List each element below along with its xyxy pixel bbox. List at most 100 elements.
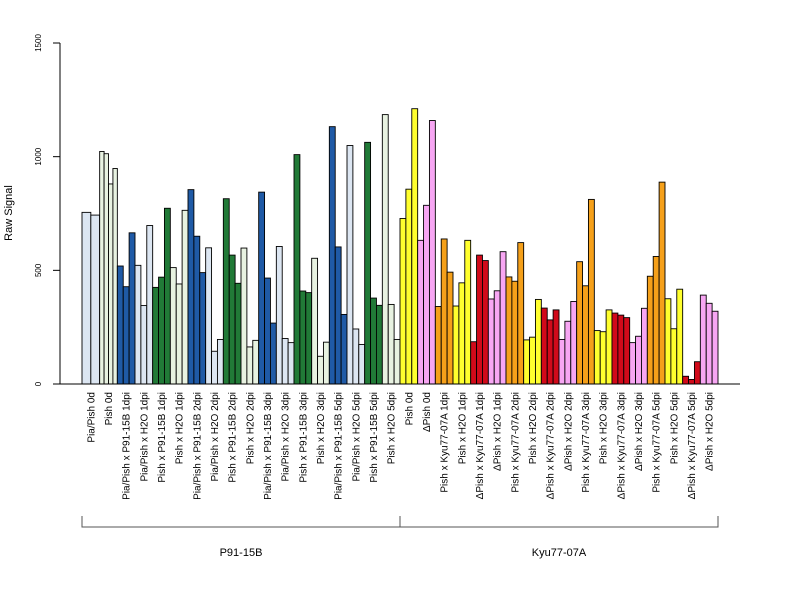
y-axis-label: Raw Signal [3,185,15,241]
x-tick-label: Pish x P91-15B 3dpi [298,392,309,483]
bar [505,276,513,385]
x-tick-label: Pish x H2O 2dpi [245,392,256,464]
bar [181,209,189,385]
bar [705,302,713,385]
bar [417,239,425,385]
bar [199,272,207,385]
bar [558,338,566,385]
bar [81,211,92,385]
group-label: Kyu77-07A [532,547,587,559]
x-tick-labels: Pia/Pish 0d Pish 0d Pia/Pish x P91-15B 1dp… [86,392,715,500]
bar [399,218,407,385]
x-tick-label: Pish x H2O 5dpi [387,392,398,464]
bar [576,261,584,385]
bar [112,168,118,385]
bar [240,247,248,385]
bar [370,297,377,385]
x-tick-label: Pish 0d [404,392,415,425]
bar [629,342,637,385]
bar [623,317,631,385]
x-tick-label: Pia/Pish x H2O 1dpi [139,392,150,482]
bar [299,290,307,385]
x-tick-label: Pish 0d [104,392,115,425]
x-tick-label: Pia/Pish x P91-15B 1dpi [122,392,133,500]
x-tick-label: Pish x P91-15B 2dpi [228,392,239,483]
bar [540,307,548,385]
x-tick-label: ΔPish x H2O 3dpi [634,392,645,471]
bar [222,198,230,385]
bar [163,207,171,385]
bar [428,120,436,385]
bar [134,264,142,385]
bar [322,341,330,385]
bar [269,322,277,385]
bar [546,319,554,385]
x-tick-label: Pia/Pish x H2O 2dpi [210,392,221,482]
bar [234,282,242,385]
bar [664,298,672,385]
x-tick-label: ΔPish x Kyu77-07A 5dpi [687,392,698,499]
x-tick-label: ΔPish x H2O 5dpi [705,392,716,471]
bar [211,350,218,385]
bar [593,330,601,385]
bar [281,338,289,385]
bar [264,277,271,385]
bar [364,141,372,385]
bar [158,276,165,385]
y-tick-label: 1000 [34,147,43,165]
x-tick-label: Pish x H2O 3dpi [316,392,327,464]
bar [617,314,625,385]
bar [90,214,101,385]
x-tick-label: ΔPish x Kyu77-07A 3dpi [616,392,627,499]
bar [317,355,324,385]
y-axis: 0 500 1000 1500 [34,34,61,386]
bar [346,145,354,385]
bar [411,108,419,385]
bar [146,225,154,385]
x-tick-label: Pish x Kyu77-07A 5dpi [652,392,663,493]
x-tick-label: Pish x Kyu77-07A 2dpi [510,392,521,493]
bar [676,288,684,385]
bar [523,339,531,385]
bar [552,309,560,385]
bar [423,204,430,385]
bar [440,238,448,385]
x-tick-label: Pish x P91-15B 5dpi [369,392,380,483]
x-tick-label: ΔPish x H2O 1dpi [493,392,504,471]
bar [699,294,707,385]
bar [582,285,589,385]
x-tick-label: ΔPish x Kyu77-07A 2dpi [546,392,557,499]
bar [487,298,495,385]
bar [493,290,501,385]
bar [228,254,236,385]
bar [570,301,578,385]
x-tick-label: Pia/Pish x H2O 5dpi [351,392,362,482]
bar [611,312,619,385]
x-tick-label: ΔPish x Kyu77-07A 1dpi [475,392,486,499]
x-tick-label: Pia/Pish x P91-15B 5dpi [334,392,345,500]
bar [470,341,478,385]
x-tick-label: Pish x H2O 3dpi [599,392,610,464]
x-tick-label: ΔPish 0d [422,392,433,432]
bar [446,271,454,385]
bar [205,247,213,385]
y-tick-label: 1500 [34,34,43,52]
bar [452,305,460,385]
bar [108,183,114,385]
bar [116,265,124,385]
bar [481,260,489,385]
bar [646,275,654,385]
bars-layer [81,108,719,385]
bar [587,198,595,385]
bar [599,331,607,385]
bar [340,313,348,385]
group-brackets: P91-15B Kyu77-07A [81,516,719,559]
bar [658,181,666,385]
bar [511,280,519,385]
bar [169,267,177,385]
y-tick-label: 500 [34,263,43,277]
bar [352,328,360,385]
bar [458,282,466,385]
bar [605,309,613,385]
